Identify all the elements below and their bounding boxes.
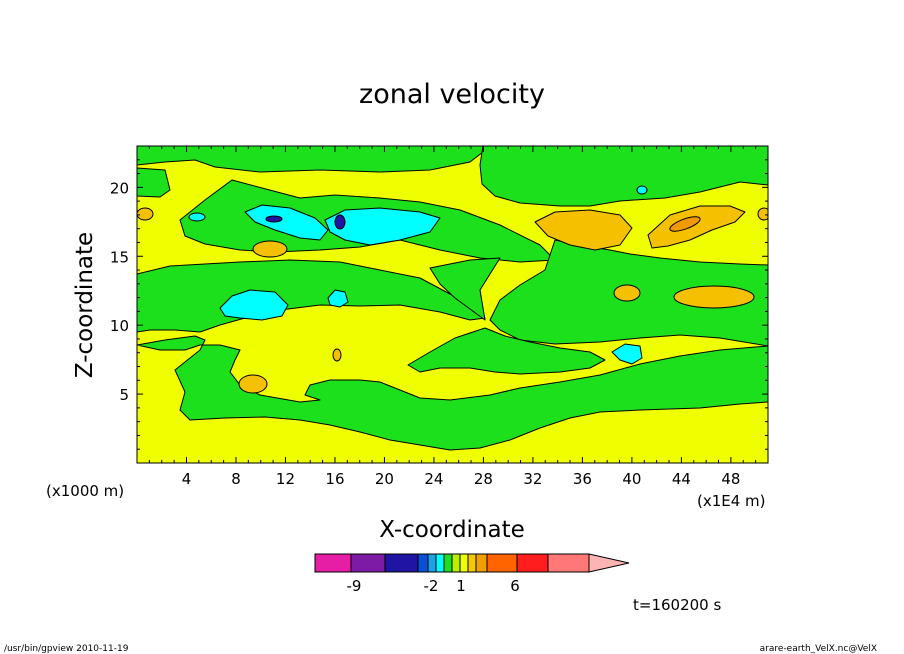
colorbar-swatch <box>314 553 352 573</box>
colorbar <box>314 553 630 573</box>
colorbar-swatch <box>459 553 469 573</box>
green-region-center-strip <box>407 327 606 375</box>
x-tick-label: 40 <box>622 470 641 488</box>
colorbar-tick-label: 1 <box>456 577 466 595</box>
orange-patch-5 <box>647 205 746 249</box>
y-tick-label: 15 <box>110 248 129 266</box>
cyan-patch-2 <box>324 207 441 246</box>
orange-patch-8 <box>137 207 154 221</box>
cyan-patch-4 <box>327 289 349 308</box>
colorbar-swatch <box>467 553 477 573</box>
colorbar-swatch <box>427 553 437 573</box>
orange-patch-3 <box>332 348 342 362</box>
colorbar-swatch <box>384 553 419 573</box>
contour-plot-area <box>137 146 768 463</box>
x-tick-label: 24 <box>424 470 443 488</box>
x-tick-label: 12 <box>276 470 295 488</box>
orange-patch-2 <box>238 374 268 394</box>
colorbar-tick-labels: -9 -2 1 6 <box>347 577 520 595</box>
x-tick-label: 16 <box>325 470 344 488</box>
x-tick-label: 20 <box>375 470 394 488</box>
green-region-top-right <box>479 146 768 207</box>
y-unit-label: (x1000 m) <box>46 482 124 500</box>
colorbar-swatch <box>486 553 518 573</box>
x-tick-label: 44 <box>672 470 691 488</box>
cyan-patch-7 <box>636 185 648 195</box>
green-region-center-wedge <box>429 257 501 321</box>
y-axis-ticks: 5 10 15 20 <box>110 159 768 450</box>
x-tick-label: 4 <box>182 470 192 488</box>
y-axis-label: Z-coordinate <box>72 232 98 378</box>
colorbar-tick-label: 6 <box>510 577 520 595</box>
x-axis-ticks: 4 8 12 16 20 24 28 32 36 40 44 48 <box>148 146 757 488</box>
colorbar-swatch <box>475 553 488 573</box>
orange-patch-7 <box>613 284 641 302</box>
cyan-patch-5 <box>611 343 643 365</box>
cyan-patch-1 <box>244 204 329 241</box>
x-unit-label: (x1E4 m) <box>697 492 766 510</box>
colorbar-swatch <box>350 553 386 573</box>
blue-core-1 <box>265 215 283 223</box>
footer-file-variable: arare-earth_VelX.nc@VelX <box>760 644 877 654</box>
colorbar-swatch <box>435 553 445 573</box>
colorbar-tick-label: -2 <box>424 577 439 595</box>
orange-patch-6 <box>673 285 755 309</box>
colorbar-swatch <box>451 553 461 573</box>
green-region-left-band <box>137 167 171 198</box>
green-region-lower-band <box>137 335 768 451</box>
colorbar-overflow-arrow <box>588 553 630 573</box>
colorbar-swatch <box>547 553 590 573</box>
x-tick-label: 28 <box>474 470 493 488</box>
cyan-patch-6 <box>188 212 206 222</box>
footer-program-date: /usr/bin/gpview 2010-11-19 <box>4 644 129 654</box>
blue-core-2 <box>334 214 346 230</box>
time-label: t=160200 s <box>633 596 721 614</box>
orange-patch-1 <box>252 240 288 258</box>
y-tick-label: 20 <box>110 179 129 197</box>
orange-patch-4 <box>534 209 633 251</box>
orange-patch-9 <box>757 207 768 221</box>
colorbar-tick-label: -9 <box>347 577 362 595</box>
x-tick-label: 48 <box>721 470 740 488</box>
colorbar-swatch <box>417 553 429 573</box>
x-tick-label: 8 <box>231 470 241 488</box>
colorbar-swatch <box>516 553 549 573</box>
x-axis-label: X-coordinate <box>379 517 525 543</box>
y-tick-label: 5 <box>119 386 129 404</box>
y-tick-label: 10 <box>110 317 129 335</box>
plot-frame <box>136 145 769 464</box>
x-tick-label: 32 <box>523 470 542 488</box>
cyan-patch-3 <box>219 289 289 321</box>
colorbar-swatch <box>443 553 453 573</box>
x-tick-label: 36 <box>573 470 592 488</box>
chart-title: zonal velocity <box>359 79 545 110</box>
dark-orange-core <box>669 216 701 232</box>
